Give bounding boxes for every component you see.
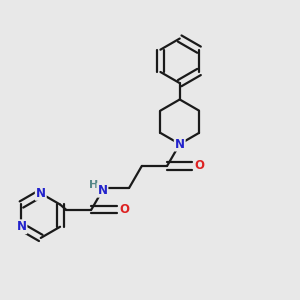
Text: O: O — [195, 159, 205, 172]
Text: N: N — [175, 138, 185, 151]
Text: N: N — [98, 184, 107, 197]
Text: O: O — [119, 203, 129, 216]
Text: N: N — [36, 187, 46, 200]
Text: N: N — [16, 220, 26, 233]
Text: H: H — [89, 180, 98, 190]
